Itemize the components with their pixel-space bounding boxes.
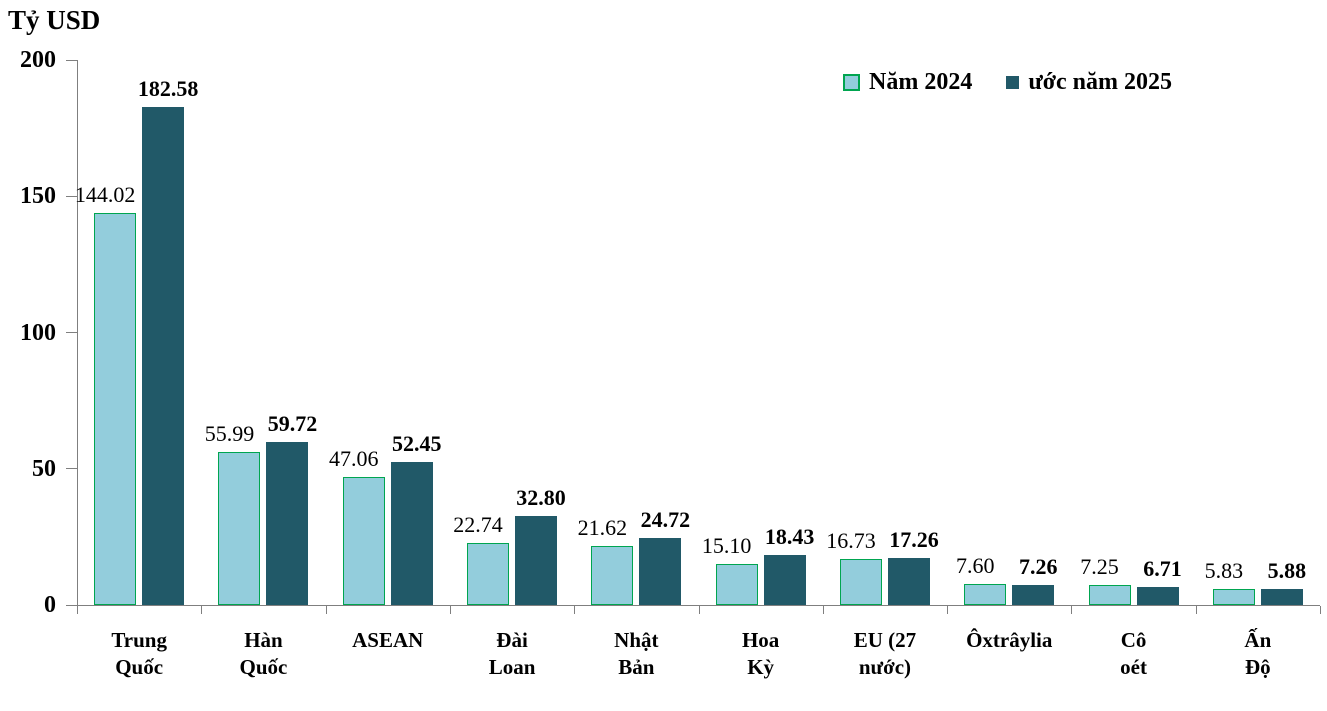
y-tick (66, 468, 77, 470)
bar-2024-9 (1212, 589, 1255, 605)
category-label: Hoa Kỳ (741, 628, 780, 679)
bar-2025-7 (1012, 585, 1055, 605)
value-label-2024: 47.06 (329, 445, 379, 471)
y-tick (66, 59, 77, 61)
value-label-2025: 182.58 (137, 76, 199, 102)
category-label: EU (27 nước) (853, 628, 917, 679)
bar-2024-1 (218, 452, 261, 605)
value-label-2025: 17.26 (889, 526, 939, 552)
category-label: Cô oét (1120, 628, 1147, 679)
category-label: Hàn Quốc (239, 628, 288, 679)
bar-2024-2 (342, 476, 385, 605)
value-label-2025: 24.72 (640, 506, 691, 532)
value-label-2024: 22.74 (453, 512, 503, 538)
y-tick (66, 195, 77, 197)
value-label-2025: 52.45 (392, 431, 442, 457)
y-tick-label: 100 (20, 319, 56, 346)
value-label-2024: 21.62 (577, 515, 628, 541)
bar-2024-0 (94, 212, 137, 605)
bar-2025-0 (142, 107, 185, 605)
bar-2024-8 (1088, 585, 1131, 605)
x-tick (77, 606, 78, 614)
x-tick (947, 606, 949, 614)
category-label: Nhật Bản (614, 628, 659, 679)
category-label: Trung Quốc (111, 628, 167, 679)
x-tick (1071, 606, 1073, 614)
category-label: ASEAN (352, 628, 424, 652)
legend-swatch-2024 (843, 74, 860, 91)
legend-label-2024: Năm 2024 (869, 69, 973, 95)
bar-2025-1 (266, 442, 309, 605)
bar-2025-9 (1260, 588, 1303, 605)
legend: Năm 2024 ước năm 2025 (843, 69, 1172, 96)
bar-2025-5 (763, 554, 806, 605)
value-label-2024: 5.83 (1204, 558, 1244, 584)
value-label-2025: 6.71 (1143, 555, 1182, 581)
bar-2025-3 (515, 515, 558, 605)
legend-label-2025: ước năm 2025 (1028, 69, 1173, 95)
category-label: Đài Loan (488, 628, 536, 679)
value-label-2024: 16.73 (826, 528, 876, 554)
x-tick (201, 606, 203, 614)
y-tick (66, 604, 77, 606)
x-tick (325, 606, 327, 614)
legend-item-2025: ước năm 2025 (1006, 69, 1172, 96)
bar-2024-4 (591, 546, 634, 605)
category-label: Ấn Độ (1244, 628, 1272, 679)
value-label-2024: 7.25 (1080, 554, 1119, 580)
x-axis (77, 605, 1320, 606)
x-tick (1195, 606, 1197, 614)
bar-2024-6 (839, 559, 882, 605)
value-label-2025: 7.26 (1019, 554, 1058, 580)
y-axis (77, 60, 78, 605)
category-label: Ôxtrâylia (966, 628, 1053, 652)
bar-2024-3 (467, 543, 510, 605)
x-tick (822, 606, 824, 614)
x-tick (449, 606, 451, 614)
legend-item-2024: Năm 2024 (843, 69, 972, 96)
value-label-2025: 59.72 (267, 411, 318, 437)
chart-title: Tỷ USD (8, 5, 101, 35)
x-tick (698, 606, 700, 614)
x-tick (574, 606, 576, 614)
bar-2025-8 (1136, 586, 1179, 605)
value-label-2024: 144.02 (74, 181, 136, 207)
plot-area: 0 50 100 150 200 144.02 55.99 47.06 22.74 21.62 15… (20, 47, 1321, 679)
y-tick-label: 150 (20, 183, 56, 210)
value-label-2024: 15.10 (701, 532, 752, 558)
value-label-2024: 7.60 (956, 553, 995, 579)
bar-2025-6 (887, 557, 930, 605)
value-label-2025: 18.43 (764, 523, 815, 549)
y-tick-label: 200 (20, 47, 56, 73)
value-label-2024: 55.99 (204, 421, 255, 447)
value-label-2025: 5.88 (1267, 557, 1307, 583)
y-tick-label: 0 (44, 592, 56, 618)
bar-2025-2 (390, 462, 433, 605)
y-tick-label: 50 (32, 455, 56, 482)
x-tick (1320, 606, 1321, 614)
value-label-2025: 32.80 (516, 484, 566, 510)
bar-2024-7 (964, 584, 1007, 605)
legend-swatch-2025 (1006, 76, 1020, 89)
bar-2025-4 (639, 537, 682, 605)
bar-2024-5 (715, 563, 758, 605)
y-tick (66, 332, 77, 333)
